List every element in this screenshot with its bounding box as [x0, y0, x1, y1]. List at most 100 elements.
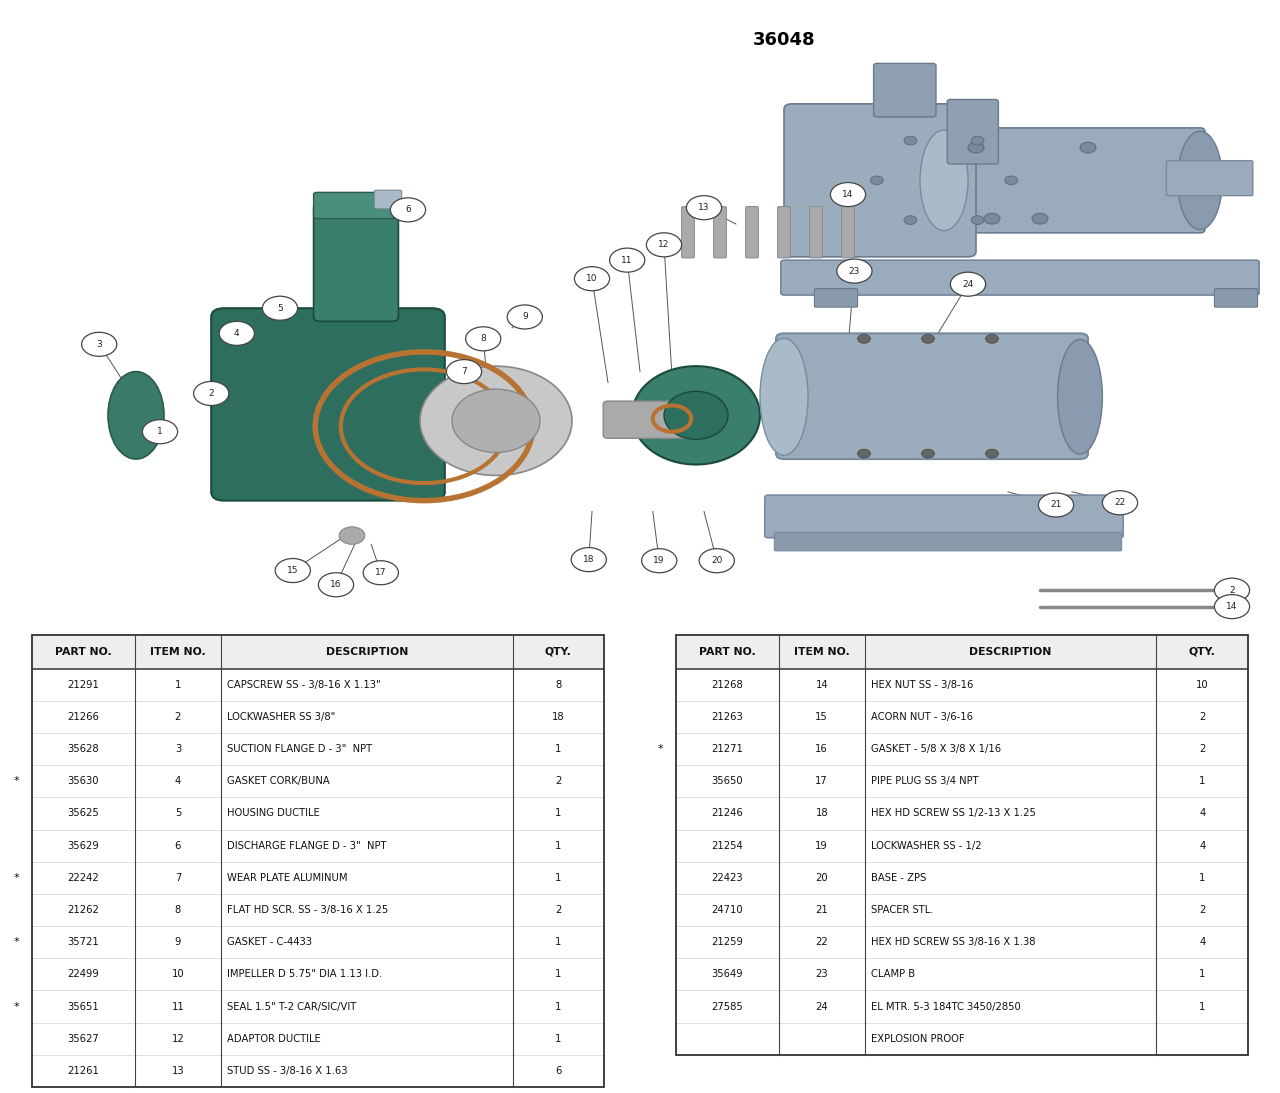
Text: 35627: 35627 — [68, 1034, 100, 1044]
Text: 11: 11 — [172, 1001, 184, 1011]
Text: 6: 6 — [556, 1066, 562, 1076]
FancyBboxPatch shape — [842, 207, 855, 258]
Text: 4: 4 — [1199, 809, 1206, 819]
Circle shape — [858, 449, 870, 458]
Circle shape — [275, 559, 311, 583]
Text: *: * — [658, 744, 663, 754]
Text: 1: 1 — [556, 809, 562, 819]
Text: 1: 1 — [556, 937, 562, 948]
Text: 6: 6 — [174, 841, 180, 850]
Bar — [676, 635, 1248, 1055]
Text: 21: 21 — [815, 905, 828, 915]
Text: 24: 24 — [815, 1001, 828, 1011]
Circle shape — [364, 561, 398, 585]
Ellipse shape — [760, 339, 808, 455]
Circle shape — [1102, 491, 1138, 515]
Text: 4: 4 — [234, 329, 239, 338]
Text: *: * — [14, 873, 19, 883]
Text: 18: 18 — [552, 712, 564, 721]
Text: 1: 1 — [556, 841, 562, 850]
Circle shape — [972, 215, 984, 224]
Text: 6: 6 — [406, 205, 411, 214]
Text: 1: 1 — [556, 1001, 562, 1011]
Circle shape — [571, 548, 607, 572]
Text: 35628: 35628 — [68, 744, 100, 754]
FancyBboxPatch shape — [714, 207, 727, 258]
Text: 21262: 21262 — [68, 905, 100, 915]
FancyBboxPatch shape — [682, 207, 695, 258]
Text: 21246: 21246 — [712, 809, 744, 819]
Circle shape — [641, 549, 677, 573]
Text: 21263: 21263 — [712, 712, 744, 721]
Text: 20: 20 — [712, 556, 722, 565]
Text: ITEM NO.: ITEM NO. — [794, 647, 850, 657]
Text: GASKET CORK/BUNA: GASKET CORK/BUNA — [228, 776, 330, 786]
Text: 19: 19 — [815, 841, 828, 850]
Text: HEX HD SCREW SS 3/8-16 X 1.38: HEX HD SCREW SS 3/8-16 X 1.38 — [872, 937, 1036, 948]
Text: 2: 2 — [1199, 744, 1206, 754]
Text: 7: 7 — [461, 367, 467, 376]
Text: 2: 2 — [1229, 586, 1235, 595]
FancyBboxPatch shape — [940, 128, 1204, 233]
Text: 21268: 21268 — [712, 680, 744, 690]
FancyBboxPatch shape — [781, 260, 1260, 295]
Text: 22: 22 — [1115, 498, 1125, 507]
Text: CAPSCREW SS - 3/8-16 X 1.13": CAPSCREW SS - 3/8-16 X 1.13" — [228, 680, 381, 690]
Text: 15: 15 — [815, 712, 828, 721]
Text: *: * — [14, 1001, 19, 1011]
Circle shape — [1005, 176, 1018, 185]
Circle shape — [986, 449, 998, 458]
Text: 21259: 21259 — [712, 937, 744, 948]
Circle shape — [904, 215, 916, 224]
Ellipse shape — [920, 130, 968, 231]
Text: 35650: 35650 — [712, 776, 744, 786]
FancyBboxPatch shape — [776, 333, 1088, 459]
Text: SUCTION FLANGE D - 3"  NPT: SUCTION FLANGE D - 3" NPT — [228, 744, 372, 754]
Text: 21261: 21261 — [68, 1066, 100, 1076]
Circle shape — [870, 176, 883, 185]
Text: 1: 1 — [1199, 1001, 1206, 1011]
Text: 10: 10 — [1196, 680, 1208, 690]
Text: 23: 23 — [815, 969, 828, 979]
Text: 35629: 35629 — [68, 841, 100, 850]
Circle shape — [984, 213, 1000, 224]
Text: 1: 1 — [1199, 776, 1206, 786]
Text: EXPLOSION PROOF: EXPLOSION PROOF — [872, 1034, 965, 1044]
Text: WEAR PLATE ALUMINUM: WEAR PLATE ALUMINUM — [228, 873, 348, 883]
Text: 21291: 21291 — [68, 680, 100, 690]
Text: 14: 14 — [1226, 602, 1238, 611]
Ellipse shape — [452, 389, 540, 453]
Circle shape — [142, 420, 178, 444]
Text: 35721: 35721 — [68, 937, 100, 948]
Text: 11: 11 — [622, 256, 632, 265]
Text: 21254: 21254 — [712, 841, 744, 850]
Text: 1: 1 — [157, 427, 163, 436]
Circle shape — [1038, 493, 1074, 517]
Circle shape — [831, 183, 865, 207]
Text: 9: 9 — [174, 937, 180, 948]
Text: 18: 18 — [815, 809, 828, 819]
Text: LOCKWASHER SS 3/8": LOCKWASHER SS 3/8" — [228, 712, 335, 721]
Text: GASKET - C-4433: GASKET - C-4433 — [228, 937, 312, 948]
Text: 8: 8 — [556, 680, 562, 690]
Text: 12: 12 — [172, 1034, 184, 1044]
FancyBboxPatch shape — [375, 190, 402, 209]
Text: 21: 21 — [1051, 501, 1061, 509]
FancyBboxPatch shape — [874, 63, 936, 117]
Text: 10: 10 — [172, 969, 184, 979]
Circle shape — [193, 381, 229, 406]
Text: 35651: 35651 — [68, 1001, 100, 1011]
Text: 1: 1 — [556, 744, 562, 754]
Text: 17: 17 — [815, 776, 828, 786]
Text: 12: 12 — [658, 240, 669, 249]
FancyBboxPatch shape — [1215, 289, 1258, 307]
Circle shape — [507, 305, 543, 329]
Text: 20: 20 — [815, 873, 828, 883]
Text: 17: 17 — [375, 568, 387, 577]
FancyBboxPatch shape — [814, 289, 858, 307]
Circle shape — [968, 142, 984, 153]
Text: PIPE PLUG SS 3/4 NPT: PIPE PLUG SS 3/4 NPT — [872, 776, 979, 786]
FancyBboxPatch shape — [314, 203, 398, 321]
Text: 19: 19 — [654, 556, 664, 565]
Text: 1: 1 — [556, 969, 562, 979]
